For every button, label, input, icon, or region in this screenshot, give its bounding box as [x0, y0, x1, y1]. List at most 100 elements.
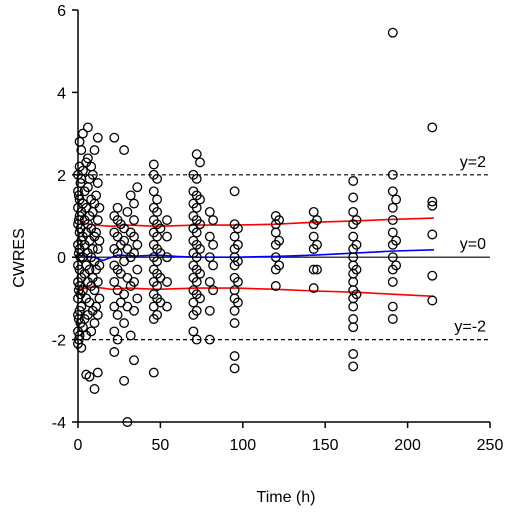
y-tick-label: 0: [57, 250, 66, 267]
data-point: [348, 322, 359, 333]
data-point: [132, 239, 143, 250]
data-point: [312, 239, 322, 250]
data-point: [387, 276, 398, 287]
data-point: [208, 239, 219, 250]
data-point: [109, 276, 120, 287]
data-point: [74, 330, 85, 341]
data-point: [112, 202, 123, 213]
data-point: [92, 215, 103, 226]
data-point: [204, 305, 215, 316]
data-point: [229, 363, 240, 374]
data-point: [84, 371, 95, 382]
x-tick-label: 150: [312, 437, 339, 454]
trend-line-1: [79, 249, 435, 262]
x-axis-title: Time (h): [257, 489, 316, 506]
data-point: [92, 367, 103, 378]
data-point: [152, 281, 163, 291]
data-point: [208, 260, 219, 271]
data-point: [204, 334, 215, 345]
data-point: [312, 215, 322, 226]
data-point: [348, 231, 359, 242]
data-point: [76, 342, 87, 353]
data-point: [76, 145, 87, 156]
data-point: [204, 252, 215, 263]
data-point: [148, 159, 159, 170]
data-point: [229, 351, 240, 362]
reference-line-labels: y=2 y=0 y=-2: [454, 154, 486, 336]
data-point: [391, 260, 402, 271]
data-point: [229, 231, 240, 242]
y-tick-label: 2: [57, 168, 66, 185]
data-point: [119, 318, 130, 329]
data-point: [92, 309, 103, 320]
data-point: [92, 276, 103, 287]
data-point: [427, 122, 438, 133]
data-point: [348, 192, 359, 203]
data-point: [387, 169, 398, 180]
data-point: [387, 252, 398, 263]
data-point: [129, 215, 139, 226]
data-point: [75, 178, 86, 188]
data-point: [162, 215, 172, 226]
data-point: [308, 283, 319, 294]
data-point: [204, 276, 215, 287]
data-point: [312, 264, 322, 275]
y-tick-label: -2: [52, 333, 66, 350]
data-point: [84, 264, 95, 275]
data-point: [308, 264, 319, 275]
data-point: [129, 231, 139, 242]
data-point: [229, 305, 240, 316]
data-point: [191, 173, 202, 184]
data-point: [348, 206, 359, 217]
data-point: [109, 132, 120, 143]
x-tick-label: 100: [229, 437, 256, 454]
data-point: [195, 268, 205, 279]
data-point: [232, 276, 243, 287]
data-point: [89, 145, 100, 156]
data-point: [270, 281, 281, 291]
data-point: [129, 248, 139, 259]
data-point: [152, 173, 163, 184]
data-point: [348, 361, 359, 372]
data-point: [91, 227, 102, 238]
data-point: [427, 229, 438, 240]
data-point: [89, 285, 100, 296]
data-point: [270, 252, 281, 263]
data-point: [148, 186, 159, 197]
y-tick-label: 4: [57, 85, 66, 102]
data-point: [109, 347, 120, 357]
data-point: [232, 223, 243, 234]
data-point: [387, 314, 398, 324]
data-point: [92, 178, 103, 188]
data-point: [188, 326, 199, 337]
data-point: [274, 260, 285, 271]
reference-lines: [78, 174, 490, 341]
data-point: [152, 309, 163, 320]
data-point: [348, 276, 359, 287]
data-point: [132, 293, 143, 304]
data-point: [129, 198, 139, 209]
data-point: [229, 186, 240, 197]
data-point: [348, 349, 359, 359]
data-point: [87, 244, 98, 254]
data-point: [152, 194, 163, 205]
data-point: [348, 176, 359, 186]
data-point: [270, 227, 281, 238]
data-point: [191, 276, 202, 287]
data-point: [391, 194, 402, 205]
data-point: [91, 190, 102, 201]
data-point: [155, 223, 166, 234]
data-point: [191, 149, 202, 160]
data-point: [94, 235, 105, 246]
x-tick-label: 0: [74, 437, 83, 454]
data-point: [191, 305, 202, 316]
data-point: [94, 202, 105, 213]
data-point: [129, 305, 139, 316]
data-point: [119, 145, 130, 156]
data-point: [112, 309, 123, 320]
data-point: [204, 231, 215, 242]
data-point: [351, 289, 362, 300]
data-point: [351, 264, 362, 275]
data-point: [232, 239, 243, 250]
data-point: [191, 252, 202, 263]
